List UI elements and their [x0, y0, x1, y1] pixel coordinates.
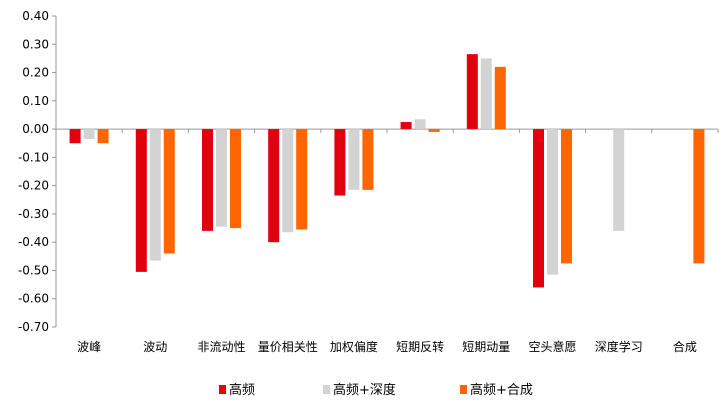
bar [97, 129, 109, 144]
y-tick-label: 0.20 [22, 66, 49, 80]
bar [693, 129, 705, 264]
x-category-label: 波动 [143, 340, 167, 354]
bar [149, 129, 161, 261]
bar [414, 119, 426, 130]
y-tick-label: -0.20 [18, 179, 49, 193]
bar [533, 129, 544, 288]
y-tick-label: -0.30 [18, 207, 49, 221]
bar [362, 129, 374, 190]
bar [135, 129, 147, 272]
legend-swatch [460, 385, 467, 394]
bars [69, 54, 705, 288]
legend-swatch [323, 385, 330, 394]
bar [230, 129, 241, 229]
legend-label: 高频+合成 [470, 382, 533, 398]
bar [561, 129, 572, 264]
bar [216, 129, 227, 227]
bar [268, 129, 280, 243]
x-category-label: 加权偏度 [330, 339, 378, 354]
bar [282, 129, 294, 233]
y-axis: 0.40 0.30 0.20 0.10 0.00 -0.10 -0.20 -0.30 -0.40… [18, 9, 57, 334]
legend-label: 高频 [229, 382, 255, 398]
y-tick-label: 0.30 [22, 37, 49, 51]
y-tick-label: 0.10 [22, 94, 49, 108]
bar [547, 129, 558, 275]
x-category-label: 空头意愿 [528, 339, 576, 354]
y-tick-label: -0.50 [18, 263, 49, 277]
x-category-label: 深度学习 [595, 339, 643, 354]
bar [613, 129, 625, 231]
legend: 高频 高频+深度 高频+合成 [219, 382, 533, 398]
x-category-label: 短期反转 [396, 339, 444, 354]
x-category-label: 合成 [673, 339, 697, 354]
x-category-label: 非流动性 [197, 340, 245, 354]
x-category-label: 短期动量 [462, 340, 510, 354]
bar [400, 122, 412, 130]
bar [334, 129, 346, 196]
x-category-label: 波峰 [77, 340, 101, 354]
bar [202, 129, 213, 231]
legend-swatch [219, 385, 226, 394]
bar [163, 129, 175, 254]
x-category-label: 量价相关性 [258, 340, 318, 354]
bar [83, 129, 95, 139]
y-tick-label: 0.00 [22, 122, 49, 136]
y-tick-label: 0.40 [22, 9, 49, 23]
legend-label: 高频+深度 [333, 382, 396, 398]
y-tick-label: -0.60 [18, 292, 49, 306]
y-tick-label: -0.10 [18, 150, 49, 164]
bar [494, 66, 506, 130]
bar [69, 129, 81, 144]
y-tick-label: -0.70 [18, 320, 49, 334]
bar [466, 54, 478, 130]
bar [480, 58, 492, 130]
category-labels: 波峰 波动 非流动性 量价相关性 加权偏度 短期反转 短期动量 空头意愿 深度学习 合成 [77, 339, 697, 354]
y-tick-label: -0.40 [18, 235, 49, 249]
bar [428, 129, 440, 132]
bar [296, 129, 308, 230]
bar [348, 129, 360, 190]
